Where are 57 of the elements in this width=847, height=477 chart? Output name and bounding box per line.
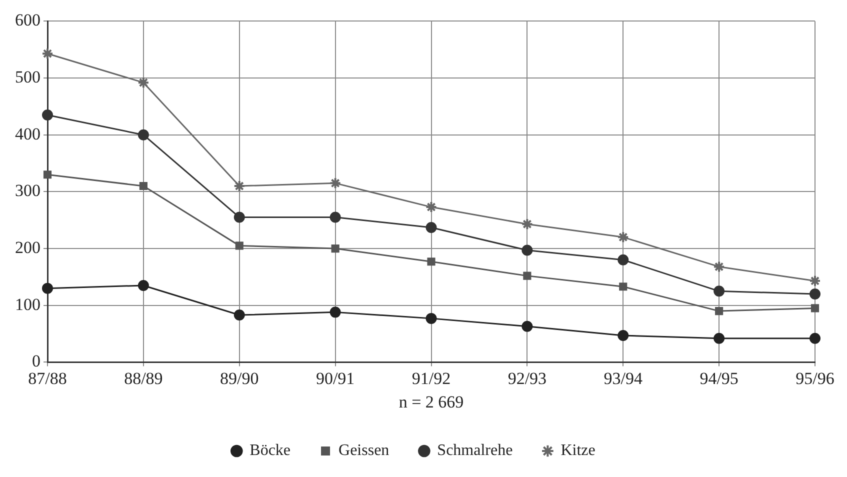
point xyxy=(523,272,532,280)
point xyxy=(42,109,53,120)
point xyxy=(235,242,244,250)
x-tick-label: 88/89 xyxy=(124,368,163,388)
legend-label: Böcke xyxy=(250,442,291,460)
point xyxy=(139,182,148,190)
point xyxy=(234,310,245,321)
point xyxy=(522,244,533,256)
point xyxy=(618,330,629,341)
point xyxy=(138,280,149,291)
x-tick-label: 89/90 xyxy=(220,368,259,388)
point xyxy=(329,177,342,190)
y-tick-label: 200 xyxy=(15,238,40,257)
point xyxy=(233,180,246,192)
point xyxy=(714,286,725,297)
y-tick-label: 600 xyxy=(15,10,40,30)
point xyxy=(331,244,340,253)
point xyxy=(138,129,149,140)
point xyxy=(330,306,341,318)
point xyxy=(713,260,726,273)
point xyxy=(42,48,54,60)
x-tick-label: 90/91 xyxy=(316,368,355,388)
point xyxy=(810,332,820,344)
x-tick-label: 95/96 xyxy=(796,368,834,388)
legend-label: Schmalrehe xyxy=(437,442,513,460)
point xyxy=(617,231,630,244)
x-tick-label: 87/88 xyxy=(28,368,67,388)
x-tick-label: 92/93 xyxy=(508,368,547,388)
point xyxy=(809,274,821,287)
point xyxy=(427,258,436,266)
y-tick-label: 500 xyxy=(15,68,40,86)
point xyxy=(810,288,820,300)
x-tick-label: 93/94 xyxy=(604,368,643,388)
x-tick-label: 94/95 xyxy=(700,368,738,388)
y-tick-label: 300 xyxy=(15,181,40,200)
point xyxy=(619,282,628,291)
point xyxy=(426,222,437,234)
point xyxy=(137,76,150,89)
point xyxy=(522,320,533,332)
x-tick-label: 91/92 xyxy=(412,368,451,388)
point xyxy=(426,312,437,324)
point xyxy=(42,282,53,294)
point xyxy=(810,304,820,312)
point xyxy=(521,218,534,230)
point xyxy=(715,307,724,316)
point xyxy=(714,332,725,344)
x-axis-title: n = 2 669 xyxy=(398,392,464,412)
legend-label: Kitze xyxy=(560,442,596,460)
y-tick-label: 0 xyxy=(32,352,40,371)
point xyxy=(330,212,341,223)
point xyxy=(618,254,629,266)
y-tick-label: 100 xyxy=(15,294,40,314)
point xyxy=(425,201,438,214)
y-tick-label: 400 xyxy=(15,124,40,144)
point xyxy=(43,170,52,179)
legend-label: Geissen xyxy=(338,442,390,460)
point xyxy=(234,212,245,223)
